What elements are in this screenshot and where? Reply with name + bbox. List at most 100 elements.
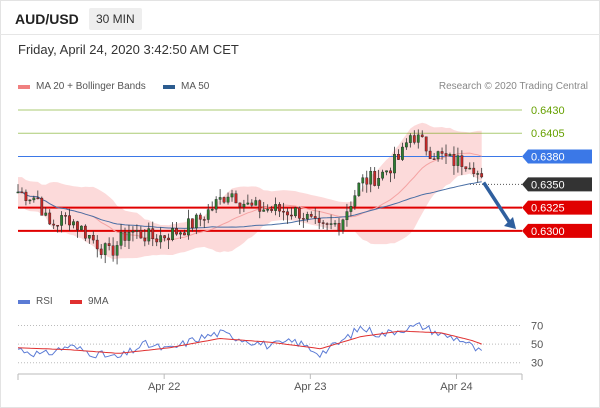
candle xyxy=(278,202,281,218)
candle xyxy=(68,208,71,231)
candle-body xyxy=(345,211,349,221)
candle xyxy=(305,211,309,223)
candle xyxy=(95,235,99,258)
candle xyxy=(210,201,214,212)
candle xyxy=(119,224,123,250)
candle xyxy=(325,222,329,231)
candle-body xyxy=(151,228,155,240)
candle-body xyxy=(250,202,254,206)
candle-body xyxy=(325,223,329,225)
candle xyxy=(297,206,301,226)
candle xyxy=(274,197,277,216)
candle-body xyxy=(309,214,313,217)
bias-arrow-shaft xyxy=(482,181,512,224)
candle-body xyxy=(24,191,28,201)
candle xyxy=(167,233,170,250)
candle xyxy=(187,209,190,240)
candle xyxy=(24,189,28,206)
candle xyxy=(369,166,373,193)
candle-body xyxy=(448,154,452,157)
candle xyxy=(131,226,135,242)
candle-body xyxy=(147,228,151,242)
candle xyxy=(139,226,143,239)
credit-text: Research © 2020 Trading Central xyxy=(438,81,588,92)
candle-body xyxy=(258,200,262,212)
candle-body xyxy=(72,221,75,226)
candle-body xyxy=(40,197,44,216)
candle xyxy=(111,237,115,262)
candle xyxy=(40,196,44,216)
candle-body xyxy=(321,222,325,224)
level-tag-last-price xyxy=(522,177,592,192)
candle xyxy=(294,206,297,218)
candle-body xyxy=(222,197,226,203)
rsi-line xyxy=(17,322,483,359)
candle-body xyxy=(230,193,234,198)
candle-body xyxy=(420,134,424,138)
candle-body xyxy=(476,173,480,175)
candle-body xyxy=(210,208,214,211)
candle xyxy=(361,174,365,192)
candle-body xyxy=(115,245,119,256)
candle-body xyxy=(278,204,281,212)
candle-body xyxy=(412,135,416,143)
candle-body xyxy=(341,219,345,231)
candle xyxy=(115,241,119,265)
legend-rsi-label: RSI xyxy=(36,296,53,307)
candle xyxy=(127,224,131,250)
candle-body xyxy=(183,232,186,236)
candle-body xyxy=(361,177,365,184)
candle xyxy=(206,204,210,224)
candle-body xyxy=(190,218,194,229)
legend-ma20-label: MA 20 + Bollinger Bands xyxy=(36,81,146,92)
candle-body xyxy=(226,196,230,203)
candle xyxy=(143,229,147,247)
candle-body xyxy=(246,202,250,205)
candle xyxy=(452,146,456,175)
candle-body xyxy=(135,230,139,232)
candle-body xyxy=(171,228,174,241)
candle-body xyxy=(274,204,277,211)
candle-body xyxy=(385,170,388,173)
candle xyxy=(183,229,186,236)
candle xyxy=(436,150,440,162)
candle xyxy=(238,202,242,214)
candle-body xyxy=(270,209,274,211)
legend-rsi: RSI xyxy=(18,296,53,307)
level-label-resistance-far: 0.6430 xyxy=(531,105,565,117)
candle-body xyxy=(408,135,412,143)
candle xyxy=(456,147,460,173)
candle-body xyxy=(405,142,408,148)
candle-body xyxy=(198,214,202,220)
candle-body xyxy=(436,151,440,160)
candle xyxy=(337,218,341,236)
candle xyxy=(266,204,270,213)
level-tag-support-1 xyxy=(522,200,592,215)
candle-body xyxy=(143,237,147,242)
candle-body xyxy=(91,235,95,241)
candle xyxy=(72,219,75,229)
candle-body xyxy=(373,170,377,186)
candle xyxy=(329,214,333,230)
candle-body xyxy=(52,223,56,226)
candle-body xyxy=(333,222,337,225)
candle-body xyxy=(286,211,289,216)
candle-body xyxy=(305,214,309,220)
candle xyxy=(460,150,464,176)
candle-body xyxy=(349,206,353,212)
candle-body xyxy=(389,170,392,174)
candle xyxy=(175,221,178,236)
candle-body xyxy=(48,212,52,225)
candle xyxy=(349,201,353,217)
candle xyxy=(222,196,226,204)
timeframe-badge[interactable]: 30 MIN xyxy=(89,8,142,30)
candle xyxy=(472,162,476,178)
candle-body xyxy=(301,218,305,220)
candle-body xyxy=(167,237,170,241)
candle-body xyxy=(432,158,436,160)
candle-body xyxy=(317,218,321,223)
candle-body xyxy=(377,178,381,186)
candle-body xyxy=(139,230,143,239)
x-tick-label: Apr 24 xyxy=(440,381,472,393)
candle-body xyxy=(87,235,91,239)
